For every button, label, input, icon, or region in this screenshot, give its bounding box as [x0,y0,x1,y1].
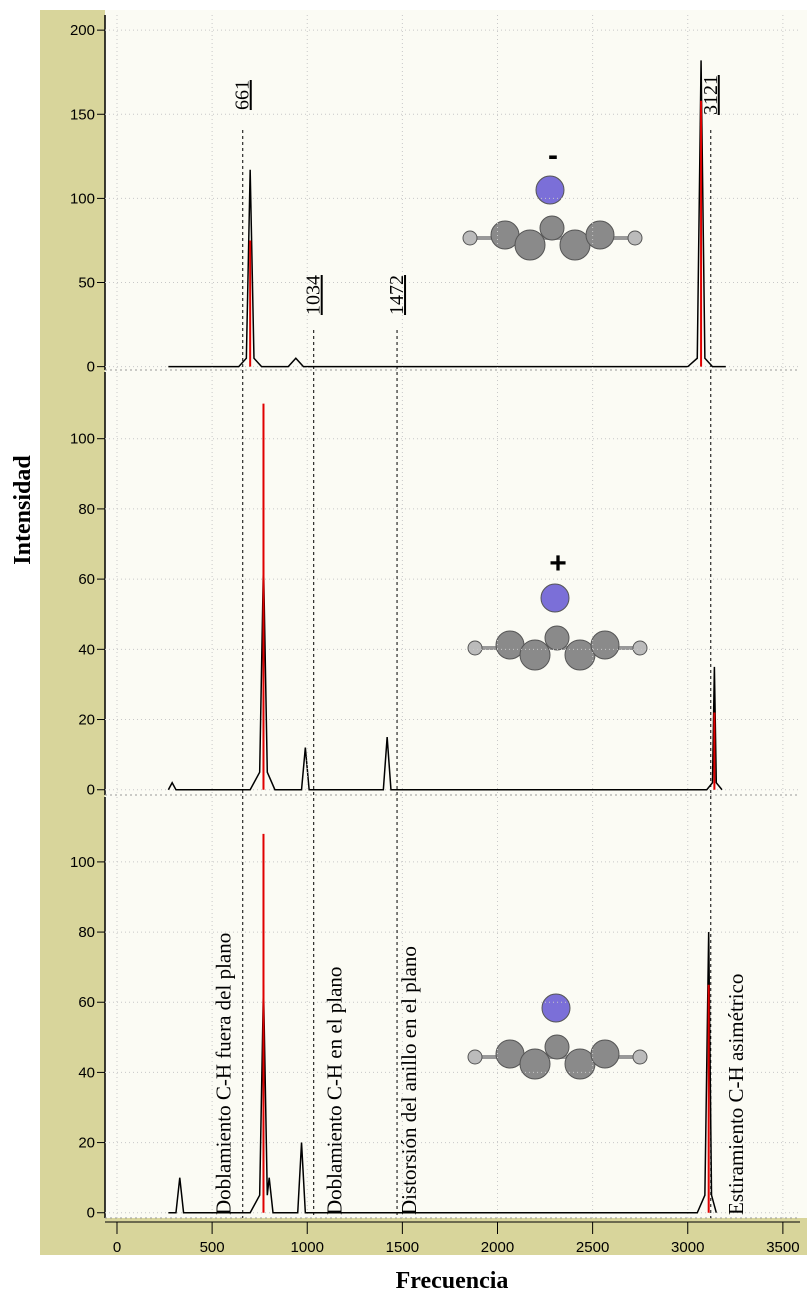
y-tick-label: 20 [78,1135,95,1152]
x-tick-label: 1000 [291,1239,324,1256]
x-tick-label: 2500 [576,1239,609,1256]
charge-label: + [549,547,567,580]
y-tick-label: 80 [78,924,95,941]
y-axis-title: Intensidad [10,455,36,565]
y-tick-label: 0 [87,1205,95,1222]
annotation: Estiramiento C-H asimétrico [724,974,748,1215]
y-tick-label: 40 [78,641,95,658]
y-tick-label: 60 [78,994,95,1011]
y-tick-label: 100 [70,431,95,448]
reference-label: 3121 [700,75,722,115]
reference-label: 661 [232,80,254,110]
y-tick-label: 100 [70,854,95,871]
x-tick-label: 3500 [766,1239,799,1256]
x-tick-label: 500 [200,1239,225,1256]
y-tick-label: 50 [78,275,95,292]
y-tick-label: 60 [78,571,95,588]
annotation: Doblamiento C-H en el plano [323,967,347,1215]
x-tick-label: 0 [113,1239,121,1256]
y-tick-label: 20 [78,712,95,729]
y-tick-label: 0 [87,782,95,799]
x-axis-title: Frecuencia [396,1268,509,1294]
x-tick-label: 2000 [481,1239,514,1256]
reference-label: 1472 [386,275,408,315]
charge-label: - [548,139,558,172]
y-tick-label: 200 [70,22,95,39]
x-tick-label: 3000 [671,1239,704,1256]
x-tick-label: 1500 [386,1239,419,1256]
annotation: Doblamiento C-H fuera del plano [212,933,236,1215]
y-tick-label: 40 [78,1064,95,1081]
annotation: Distorsión del anillo en el plano [397,946,421,1215]
chart: 050100150200020406080100020406080100-+66… [0,0,807,1296]
y-tick-label: 80 [78,501,95,518]
reference-label: 1034 [303,275,325,315]
y-tick-label: 100 [70,190,95,207]
y-tick-label: 0 [87,359,95,376]
y-tick-label: 150 [70,106,95,123]
